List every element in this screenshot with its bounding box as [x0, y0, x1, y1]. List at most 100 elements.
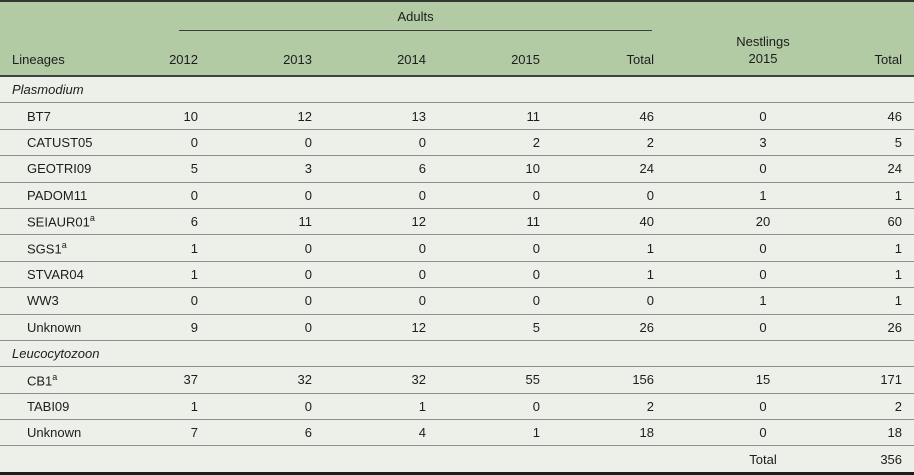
cell-value: 6 [324, 155, 438, 183]
cell-value: 3 [210, 155, 324, 183]
cell-value: 0 [96, 128, 210, 156]
cell-value: 0 [666, 260, 861, 288]
cell-value: 37 [96, 366, 210, 394]
cell-value: 2 [438, 128, 552, 156]
adults-underline: Adults [179, 9, 653, 31]
adults-total-column-header: Total [552, 31, 667, 76]
lineage-row: Unknown 7 6 4 1 18 0 18 [0, 419, 914, 446]
empty-cell [552, 445, 667, 474]
cell-value: 26 [552, 313, 667, 341]
year-column-header-2012: 2012 [96, 31, 210, 76]
section-label: Leucocytozoon [0, 339, 914, 367]
cell-value: 18 [552, 419, 667, 446]
cell-value: 0 [666, 234, 861, 262]
lineage-row: PADOM11 0 0 0 0 0 1 1 [0, 181, 914, 209]
cell-value: 0 [666, 419, 861, 446]
lineage-name: CATUST05 [0, 128, 96, 156]
cell-value: 32 [210, 366, 324, 394]
lineage-name: Unknown [0, 313, 96, 341]
cell-value: 1 [96, 260, 210, 288]
lineage-name: TABI09 [0, 392, 96, 420]
section-label: Plasmodium [0, 76, 914, 103]
lineage-name: SEIAUR01a [0, 207, 96, 235]
cell-value: 0 [666, 392, 861, 420]
cell-value: 0 [210, 313, 324, 341]
footnote-marker: a [52, 371, 58, 382]
nestlings-year-label: 2015 [748, 51, 778, 66]
empty-cell [96, 445, 210, 474]
lineage-name: Unknown [0, 419, 96, 446]
cell-value: 24 [860, 155, 914, 183]
empty-cell [438, 445, 552, 474]
cell-value: 5 [860, 128, 914, 156]
cell-value: 12 [324, 207, 438, 235]
year-column-header-2013: 2013 [210, 31, 324, 76]
table-body: Plasmodium BT7 10 12 13 11 46 0 46 CATUST05 0 0 0 2 2 3… [0, 76, 914, 474]
cell-value: 0 [438, 181, 552, 209]
cell-value: 0 [210, 287, 324, 315]
cell-value: 26 [860, 313, 914, 341]
cell-value: 0 [324, 181, 438, 209]
cell-value: 0 [666, 155, 861, 183]
header-row-years: 2012 2013 2014 2015 Total [0, 31, 914, 76]
cell-value: 0 [210, 128, 324, 156]
lineage-row: GEOTRI09 5 3 6 10 24 0 24 [0, 155, 914, 183]
cell-value: 0 [96, 287, 210, 315]
lineage-row: SEIAUR01a 6 11 12 11 40 20 60 [0, 207, 914, 235]
cell-value: 10 [96, 102, 210, 130]
adults-group-label: Adults [397, 9, 434, 24]
section-row-1: Leucocytozoon [0, 339, 914, 367]
cell-value: 3 [666, 128, 861, 156]
cell-value: 10 [438, 155, 552, 183]
footer-total-row: Total 356 [0, 445, 914, 474]
adults-group-header: Adults [96, 1, 667, 31]
cell-value: 5 [96, 155, 210, 183]
cell-value: 0 [438, 287, 552, 315]
cell-value: 1 [96, 234, 210, 262]
cell-value: 11 [210, 207, 324, 235]
cell-value: 60 [860, 207, 914, 235]
cell-value: 0 [324, 128, 438, 156]
cell-value: 1 [860, 287, 914, 315]
cell-value: 1 [552, 260, 667, 288]
cell-value: 11 [438, 102, 552, 130]
lineage-row: BT7 10 12 13 11 46 0 46 [0, 102, 914, 130]
cell-value: 24 [552, 155, 667, 183]
table-header: Lineages Adults Nestlings 2015 Total 201… [0, 1, 914, 76]
cell-value: 32 [324, 366, 438, 394]
cell-value: 2 [860, 392, 914, 420]
cell-value: 1 [860, 260, 914, 288]
lineage-name: BT7 [0, 102, 96, 130]
cell-value: 2 [552, 128, 667, 156]
cell-value: 0 [552, 287, 667, 315]
cell-value: 0 [324, 287, 438, 315]
cell-value: 0 [210, 392, 324, 420]
cell-value: 7 [96, 419, 210, 446]
empty-cell [324, 445, 438, 474]
lineages-column-header: Lineages [0, 1, 96, 76]
cell-value: 5 [438, 313, 552, 341]
cell-value: 0 [438, 234, 552, 262]
cell-value: 1 [438, 419, 552, 446]
cell-value: 13 [324, 102, 438, 130]
lineage-row: TABI09 1 0 1 0 2 0 2 [0, 392, 914, 420]
lineage-row: CB1a 37 32 32 55 156 15 171 [0, 366, 914, 394]
cell-value: 156 [552, 366, 667, 394]
cell-value: 0 [210, 260, 324, 288]
nestlings-column-header: Nestlings 2015 [666, 1, 861, 76]
cell-value: 0 [324, 260, 438, 288]
cell-value: 15 [666, 366, 861, 394]
lineage-name: CB1a [0, 366, 96, 394]
footer-total-label: Total [666, 445, 861, 474]
section-row-0: Plasmodium [0, 76, 914, 103]
cell-value: 2 [552, 392, 667, 420]
lineage-row: WW3 0 0 0 0 0 1 1 [0, 287, 914, 315]
cell-value: 12 [210, 102, 324, 130]
cell-value: 1 [96, 392, 210, 420]
cell-value: 171 [860, 366, 914, 394]
empty-cell [210, 445, 324, 474]
year-column-header-2014: 2014 [324, 31, 438, 76]
lineage-name: PADOM11 [0, 181, 96, 209]
cell-value: 40 [552, 207, 667, 235]
cell-value: 46 [552, 102, 667, 130]
